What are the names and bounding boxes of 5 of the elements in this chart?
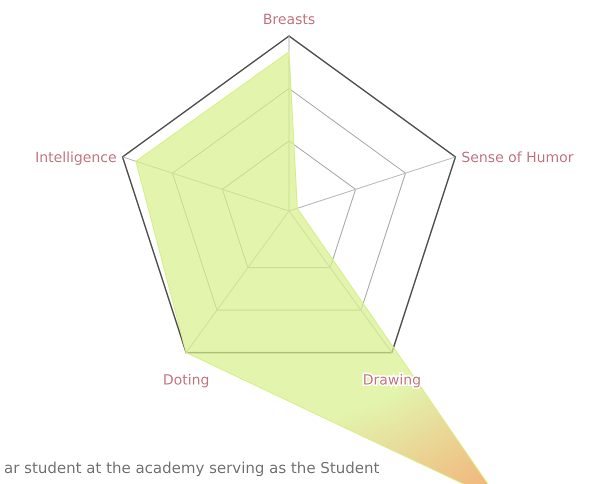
- spoke-label: Intelligence: [35, 150, 117, 166]
- text: ar student at the academy serving as the Student: [4, 459, 380, 477]
- spoke-label: Doting: [162, 372, 210, 389]
- spoke-label: Sense of Humor: [461, 150, 574, 166]
- spoke-label: Breasts: [262, 12, 316, 28]
